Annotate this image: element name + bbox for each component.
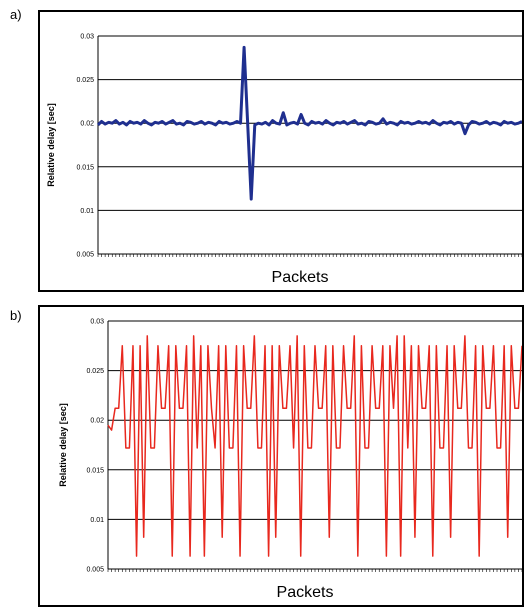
chart-b-frame: 0.005 0.01 0.015 0.02 0.025 0.03 Relative dela… — [38, 305, 524, 607]
y-tick-label: 0.015 — [86, 467, 104, 474]
panel-a-label: a) — [10, 7, 22, 22]
data-series-line — [107, 335, 522, 557]
y-tick-label: 0.02 — [80, 121, 94, 128]
x-axis-label: Packets — [272, 269, 329, 286]
y-tick-label: 0.005 — [76, 252, 94, 259]
y-tick-label: 0.01 — [90, 517, 104, 524]
y-tick-label: 0.02 — [90, 418, 104, 425]
x-axis-label: Packets — [277, 584, 334, 601]
y-tick-label: 0.015 — [76, 164, 94, 171]
y-tick-label: 0.03 — [80, 34, 94, 41]
y-tick-label: 0.03 — [90, 319, 104, 326]
data-series-line — [96, 45, 522, 201]
chart-a: 0.005 0.01 0.015 0.02 0.025 0.03 Relative dela… — [46, 34, 522, 286]
y-tick-label: 0.025 — [86, 368, 104, 375]
y-axis-label: Relative delay [sec] — [58, 403, 68, 487]
chart-b: 0.005 0.01 0.015 0.02 0.025 0.03 Relative dela… — [58, 319, 522, 601]
y-tick-label: 0.025 — [76, 77, 94, 84]
panel-b-label: b) — [10, 308, 22, 323]
y-axis-label: Relative delay [sec] — [46, 103, 56, 187]
y-tick-label: 0.005 — [86, 567, 104, 574]
y-tick-label: 0.01 — [80, 208, 94, 215]
chart-a-frame: 0.005 0.01 0.015 0.02 0.025 0.03 Relative dela… — [38, 10, 524, 292]
